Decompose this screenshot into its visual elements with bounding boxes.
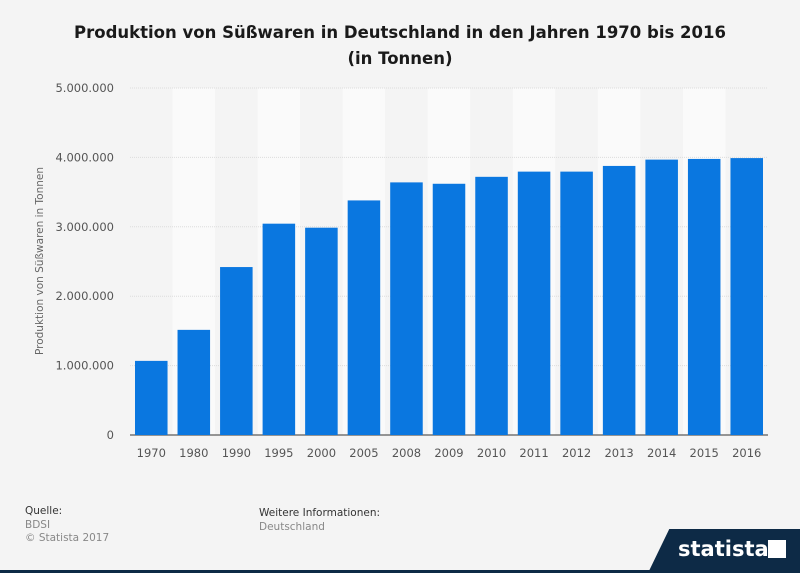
- x-tick-label: 2012: [562, 446, 591, 460]
- bar-2011: [517, 171, 551, 435]
- bar-2012: [560, 171, 593, 435]
- bar-2009: [432, 183, 466, 435]
- x-tick-label: 1980: [179, 446, 208, 460]
- x-tick-label: 2015: [690, 446, 719, 460]
- x-tick-label: 2014: [647, 446, 676, 460]
- y-tick-label: 5.000.000: [55, 81, 114, 95]
- y-tick-label: 4.000.000: [55, 150, 114, 164]
- bar-1995: [262, 223, 296, 435]
- info-value[interactable]: Deutschland: [259, 521, 325, 533]
- bar-2015: [687, 158, 721, 435]
- chart-title-line2: (in Tonnen): [347, 49, 453, 68]
- chart-title: Produktion von Süßwaren in Deutschland i…: [0, 20, 800, 72]
- bar-2016: [730, 158, 763, 435]
- x-tick-label: 2000: [307, 446, 336, 460]
- x-tick-label: 2016: [732, 446, 761, 460]
- x-tick-label: 2011: [519, 446, 548, 460]
- chart-title-line1: Produktion von Süßwaren in Deutschland i…: [74, 23, 726, 42]
- y-axis-label: Produktion von Süßwaren in Tonnen: [34, 166, 46, 356]
- x-tick-label: 1970: [137, 446, 166, 460]
- bar-2008: [390, 182, 423, 435]
- bar-1970: [135, 360, 168, 435]
- source-label: Quelle:: [25, 505, 63, 517]
- x-tick-label: 2008: [392, 446, 421, 460]
- y-tick-label: 3.000.000: [55, 220, 114, 234]
- bar-2013: [602, 165, 636, 435]
- y-tick-label: 1.000.000: [55, 359, 114, 373]
- statista-logo[interactable]: statista: [648, 529, 800, 573]
- x-tick-label: 2013: [604, 446, 633, 460]
- bar-2010: [475, 176, 508, 435]
- x-tick-label: 1995: [264, 446, 293, 460]
- source-value: BDSI: [25, 519, 51, 531]
- copyright: © Statista 2017: [25, 532, 110, 544]
- x-tick-label: 2010: [477, 446, 506, 460]
- y-tick-label: 2.000.000: [55, 289, 114, 303]
- bar-1980: [177, 329, 211, 435]
- x-tick-label: 2009: [434, 446, 463, 460]
- x-tick-label: 2005: [349, 446, 378, 460]
- logo-text: statista: [678, 537, 769, 561]
- y-tick-label: 0: [107, 428, 114, 442]
- bottom-bar: [0, 570, 800, 573]
- bar-1990: [220, 267, 253, 435]
- info-label: Weitere Informationen:: [259, 507, 381, 519]
- x-tick-label: 1990: [222, 446, 251, 460]
- bar-2005: [347, 200, 381, 435]
- bar-2014: [645, 159, 678, 436]
- logo-mark-icon: [768, 540, 786, 558]
- bar-2000: [305, 227, 338, 435]
